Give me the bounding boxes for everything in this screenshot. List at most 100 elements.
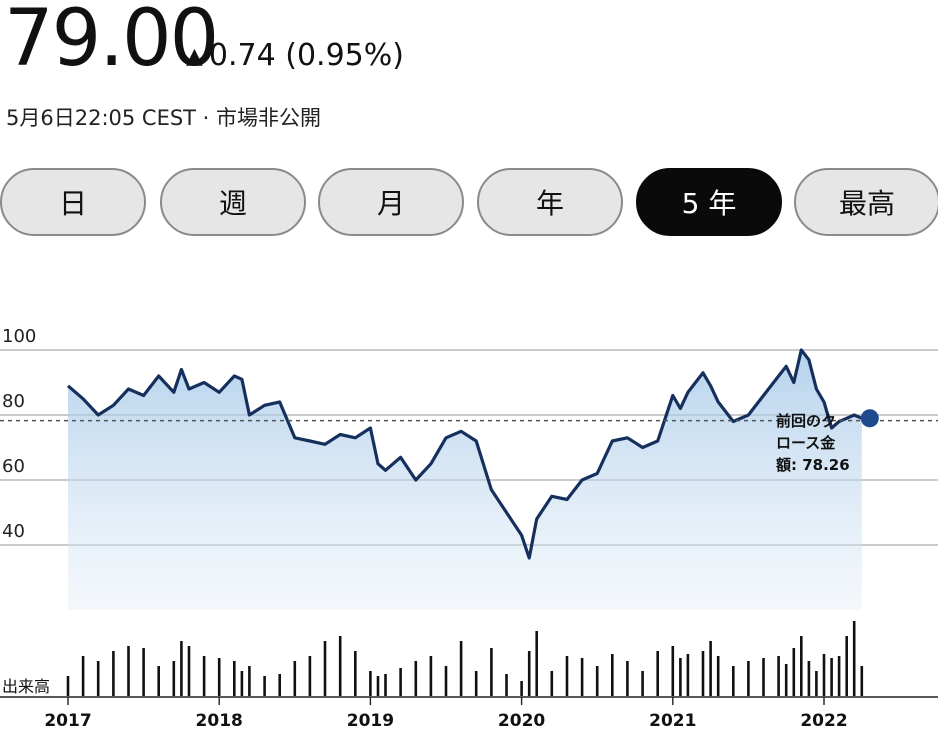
volume-bar xyxy=(784,664,788,696)
volume-bar xyxy=(354,651,357,696)
volume-bar xyxy=(81,656,85,696)
volume-bar xyxy=(338,636,342,696)
tab-month-label: 月 xyxy=(376,187,405,220)
volume-bar xyxy=(233,661,236,696)
volume-bar xyxy=(180,641,183,696)
volume-bar xyxy=(679,658,682,696)
volume-bar xyxy=(308,656,312,696)
tab-year-label: 年 xyxy=(535,187,564,220)
volume-bar xyxy=(240,671,244,696)
volume-bar xyxy=(860,666,864,696)
tab-5-year[interactable]: 5 年 xyxy=(636,168,782,236)
volume-bar xyxy=(202,656,206,696)
volume-bar xyxy=(490,648,493,696)
y-axis-ticks: 100 80 60 40 xyxy=(2,326,36,542)
volume-bar xyxy=(535,631,538,696)
price-area xyxy=(68,350,862,610)
volume-bar xyxy=(278,674,281,696)
volume-bar xyxy=(444,666,448,696)
volume-bar xyxy=(527,651,531,696)
volume-bar xyxy=(505,674,508,696)
volume-bar xyxy=(580,658,584,696)
volume-bar xyxy=(792,648,796,696)
previous-close-label: 額: 78.26 xyxy=(775,456,850,474)
volume-bar xyxy=(807,661,811,696)
volume-bar xyxy=(376,676,380,696)
volume-bar xyxy=(96,661,100,696)
volume-bar xyxy=(142,648,145,696)
x-tick-label: 2020 xyxy=(498,711,545,731)
volume-bar xyxy=(852,621,856,696)
volume-bar xyxy=(217,658,221,696)
volume-bar xyxy=(641,671,644,696)
volume-bar xyxy=(815,671,818,696)
volume-label: 出来高 xyxy=(2,677,50,696)
tab-day-label: 日 xyxy=(58,187,87,220)
tab-max[interactable]: 最高 xyxy=(794,168,938,236)
price-change: ▲ 0.74 (0.95%) xyxy=(186,38,404,73)
volume-bar xyxy=(399,668,402,696)
volume-bar xyxy=(611,654,614,696)
price-change-value: 0.74 (0.95%) xyxy=(208,38,404,73)
tab-5-year-label: 5 年 xyxy=(681,187,737,220)
volume-bar xyxy=(172,661,176,696)
volume-bar xyxy=(112,651,115,696)
volume-bar xyxy=(323,641,327,696)
x-tick-label: 2019 xyxy=(347,711,394,731)
volume-bar xyxy=(550,671,554,696)
tab-day[interactable]: 日 xyxy=(0,168,146,236)
volume-bar xyxy=(732,666,735,696)
tab-max-label: 最高 xyxy=(838,187,895,220)
volume-bar xyxy=(830,658,833,696)
volume-bar xyxy=(800,636,803,696)
volume-bar xyxy=(293,661,297,696)
volume-bar xyxy=(187,646,191,696)
volume-bar xyxy=(709,641,712,696)
price-chart[interactable]: 100 80 60 40 出来高 2017 2018 2019 2020 2021 2022 前… xyxy=(0,318,938,750)
volume-bar xyxy=(762,658,765,696)
volume-bar xyxy=(626,661,629,696)
y-tick-label: 60 xyxy=(2,456,25,477)
volume-bar xyxy=(716,656,720,696)
price-line xyxy=(66,348,863,560)
volume-bar xyxy=(157,666,160,696)
up-arrow-icon: ▲ xyxy=(186,44,203,69)
volume-bar xyxy=(837,656,841,696)
volume-bar xyxy=(671,646,675,696)
x-tick-label: 2018 xyxy=(196,711,243,731)
volume-bar xyxy=(686,654,690,696)
last-price-marker[interactable] xyxy=(860,409,879,428)
tab-week-label: 週 xyxy=(218,187,247,220)
quote-timestamp: 5月6日22:05 CEST · 市場非公開 xyxy=(6,106,322,130)
tab-year[interactable]: 年 xyxy=(477,168,623,236)
y-tick-label: 100 xyxy=(2,326,36,347)
volume-bar xyxy=(845,636,848,696)
x-tick-label: 2021 xyxy=(649,711,696,731)
volume-bar xyxy=(595,666,599,696)
previous-close-label: ロース金 xyxy=(776,434,836,452)
volume-bar xyxy=(127,646,130,696)
volume-bar xyxy=(747,661,750,696)
y-tick-label: 40 xyxy=(2,521,25,542)
current-price: 79.00 xyxy=(4,0,219,84)
tab-week[interactable]: 週 xyxy=(160,168,306,236)
volume-bars xyxy=(66,621,864,696)
volume-bar xyxy=(66,676,70,696)
previous-close-label: 前回のク xyxy=(776,412,836,430)
x-axis-ticks: 2017 2018 2019 2020 2021 2022 xyxy=(44,697,848,731)
range-tabs: 日 週 月 年 5 年 最高 xyxy=(0,168,938,240)
volume-bar xyxy=(429,656,433,696)
volume-bar xyxy=(565,656,569,696)
volume-bar xyxy=(459,641,463,696)
volume-bar xyxy=(369,671,372,696)
y-tick-label: 80 xyxy=(2,391,25,412)
volume-bar xyxy=(384,674,387,696)
volume-bar xyxy=(474,671,478,696)
volume-bar xyxy=(263,676,266,696)
tab-month[interactable]: 月 xyxy=(318,168,464,236)
x-tick-label: 2022 xyxy=(800,711,847,731)
x-tick-label: 2017 xyxy=(44,711,91,731)
volume-bar xyxy=(414,661,418,696)
volume-bar xyxy=(248,666,251,696)
